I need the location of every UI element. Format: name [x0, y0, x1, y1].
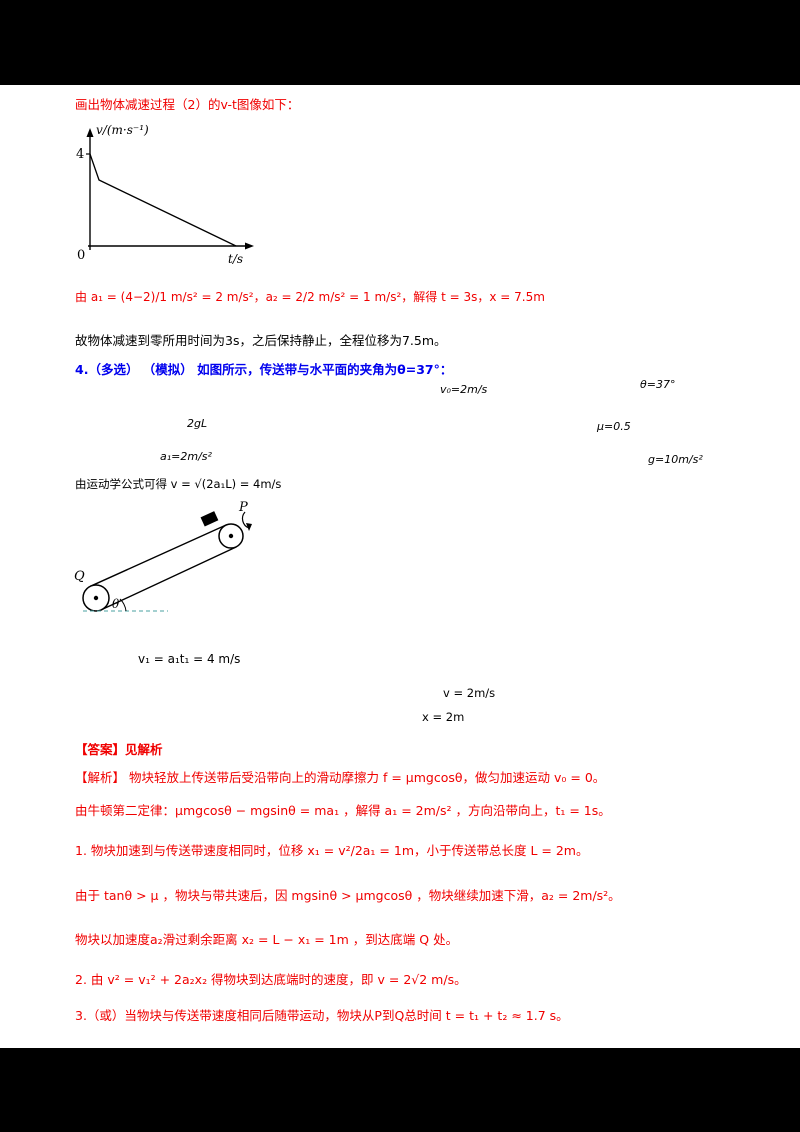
- block: [200, 511, 219, 527]
- rotation-arrow-head: [246, 523, 252, 531]
- snippet-2gl: 2gL: [187, 417, 208, 430]
- formula-m1: v₁ = a₁t₁ = 4 m/s: [138, 652, 241, 666]
- working-line: 由 a₁ = (4−2)/1 m/s² = 2 m/s²，a₂ = 2/2 m/…: [75, 290, 545, 304]
- y-axis-arrow: [86, 128, 94, 137]
- pulley-q-axle: [93, 595, 99, 601]
- belt-figure: P Q θ: [68, 498, 258, 628]
- solution-line-7: 3.（或）当物块与传送带速度相同后随带运动，物块从P到Q总时间 t = t₁ +…: [75, 1008, 569, 1023]
- origin-label: 0: [77, 248, 85, 263]
- y-tick-label-4: 4: [76, 147, 84, 162]
- x-axis-arrow: [245, 242, 254, 250]
- solution-line-4: 由于 tanθ > μ ，物块与带共速后，因 mgsinθ > μmgcosθ …: [75, 888, 621, 903]
- solution-line-5: 物块以加速度a₂滑过剩余距离 x₂ = L − x₁ = 1m ，到达底端 Q …: [75, 932, 459, 947]
- formula-m3: x = 2m: [422, 710, 465, 724]
- y-axis-label: v/(m·s⁻¹): [96, 123, 149, 137]
- note-line: 故物体减速到零所用时间为3s，之后保持静止，全程位移为7.5m。: [75, 333, 447, 348]
- snippet-theta: θ=37°: [640, 378, 676, 391]
- vt-line: [89, 153, 237, 247]
- vt-graph-figure: v/(m·s⁻¹) 4 0 t/s: [68, 118, 258, 268]
- belt-svg: P Q θ: [74, 500, 252, 612]
- formula-m2: v = 2m/s: [443, 686, 496, 700]
- snippet-g: g=10m/s²: [648, 453, 703, 466]
- label-theta: θ: [112, 597, 120, 611]
- given-line: 由运动学公式可得 v = √(2a₁L) = 4m/s: [75, 477, 282, 491]
- answer-heading: 【答案】见解析: [75, 742, 163, 757]
- solution-line-2: 由牛顿第二定律：μmgcosθ − mgsinθ = ma₁ ，解得 a₁ = …: [75, 803, 611, 818]
- solution-line-3: 1. 物块加速到与传送带速度相同时，位移 x₁ = v²/2a₁ = 1m，小于…: [75, 843, 589, 858]
- worksheet-paper: 画出物体减速过程（2）的v-t图像如下： v/(m·s⁻¹) 4 0 t/s 由…: [0, 85, 800, 1048]
- label-q: Q: [74, 569, 85, 584]
- snippet-a1: a₁=2m/s²: [160, 450, 212, 463]
- question-line: 4.（多选） （模拟） 如图所示，传送带与水平面的夹角为θ=37°：: [75, 362, 453, 377]
- x-axis-label: t/s: [228, 252, 243, 266]
- solution-line-1: 【解析】 物块轻放上传送带后受沿带向上的滑动摩擦力 f = μmgcosθ，做匀…: [75, 770, 606, 785]
- belt-lower-line: [101, 546, 237, 611]
- intro-line: 画出物体减速过程（2）的v-t图像如下：: [75, 97, 300, 112]
- vt-graph-svg: v/(m·s⁻¹) 4 0 t/s: [76, 123, 254, 266]
- pulley-p-axle: [228, 533, 234, 539]
- snippet-mu: μ=0.5: [597, 420, 631, 433]
- theta-arc: [119, 598, 127, 612]
- belt-upper-line: [90, 524, 227, 587]
- snippet-v0: v₀=2m/s: [440, 383, 488, 396]
- rotation-arrow: [241, 511, 250, 529]
- solution-line-6: 2. 由 v² = v₁² + 2a₂x₂ 得物块到达底端时的速度，即 v = …: [75, 972, 467, 987]
- label-p: P: [238, 500, 248, 515]
